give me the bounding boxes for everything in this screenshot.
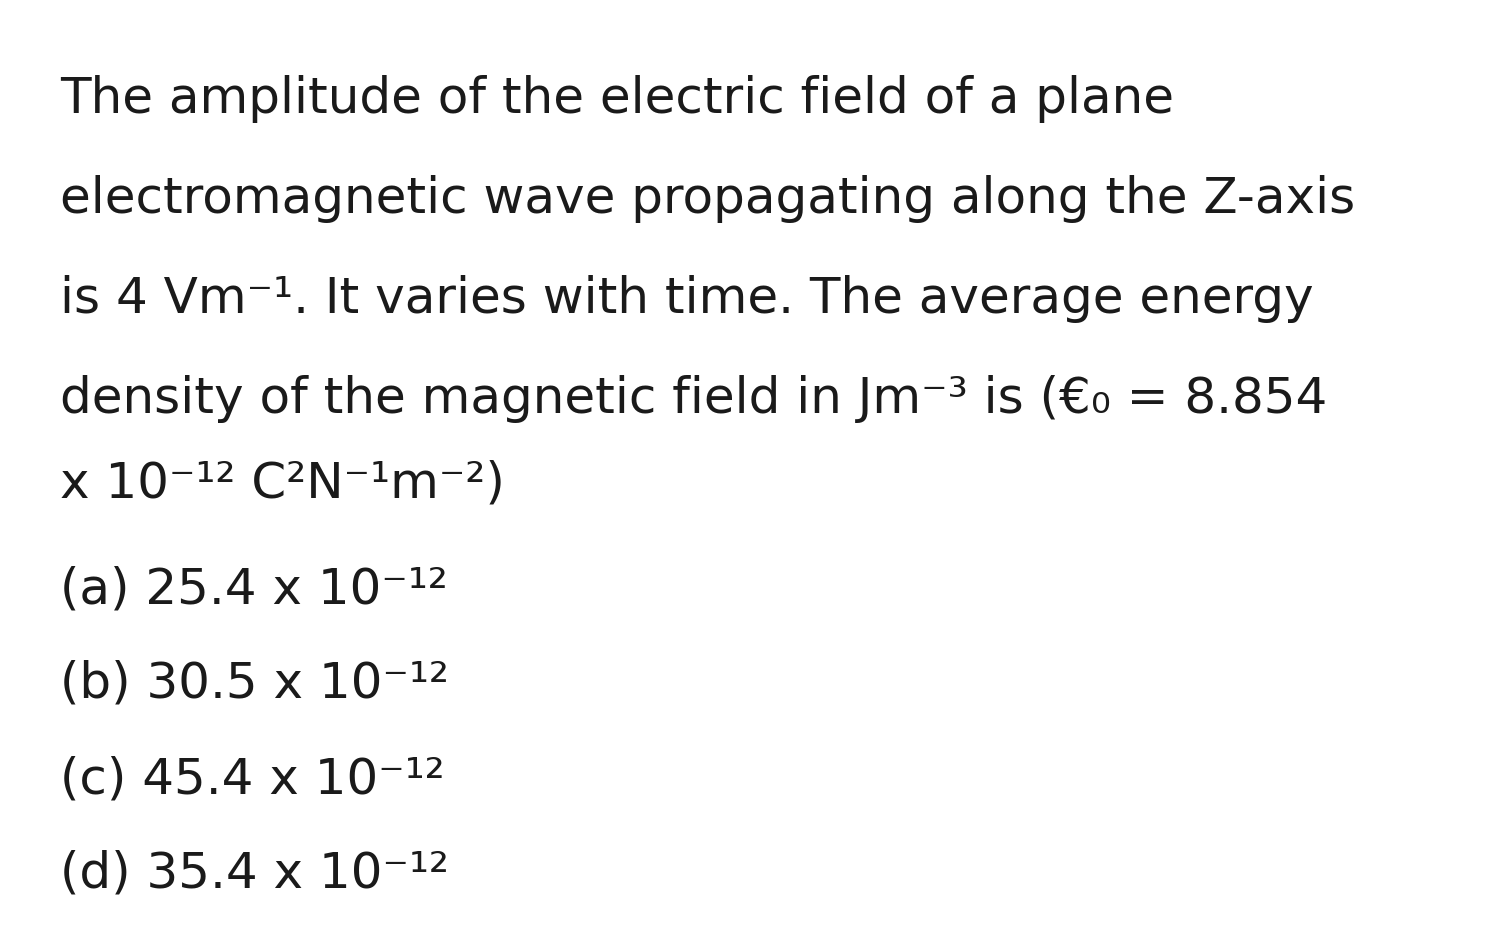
Text: (c) 45.4 x 10⁻¹²: (c) 45.4 x 10⁻¹²: [60, 755, 444, 803]
Text: density of the magnetic field in Jm⁻³ is (€₀ = 8.854: density of the magnetic field in Jm⁻³ is…: [60, 375, 1328, 423]
Text: (b) 30.5 x 10⁻¹²: (b) 30.5 x 10⁻¹²: [60, 660, 448, 708]
Text: (d) 35.4 x 10⁻¹²: (d) 35.4 x 10⁻¹²: [60, 850, 448, 898]
Text: The amplitude of the electric field of a plane: The amplitude of the electric field of a…: [60, 75, 1174, 123]
Text: x 10⁻¹² C²N⁻¹m⁻²): x 10⁻¹² C²N⁻¹m⁻²): [60, 460, 506, 508]
Text: is 4 Vm⁻¹. It varies with time. The average energy: is 4 Vm⁻¹. It varies with time. The aver…: [60, 275, 1314, 323]
Text: (a) 25.4 x 10⁻¹²: (a) 25.4 x 10⁻¹²: [60, 565, 448, 613]
Text: electromagnetic wave propagating along the Z-axis: electromagnetic wave propagating along t…: [60, 175, 1356, 223]
